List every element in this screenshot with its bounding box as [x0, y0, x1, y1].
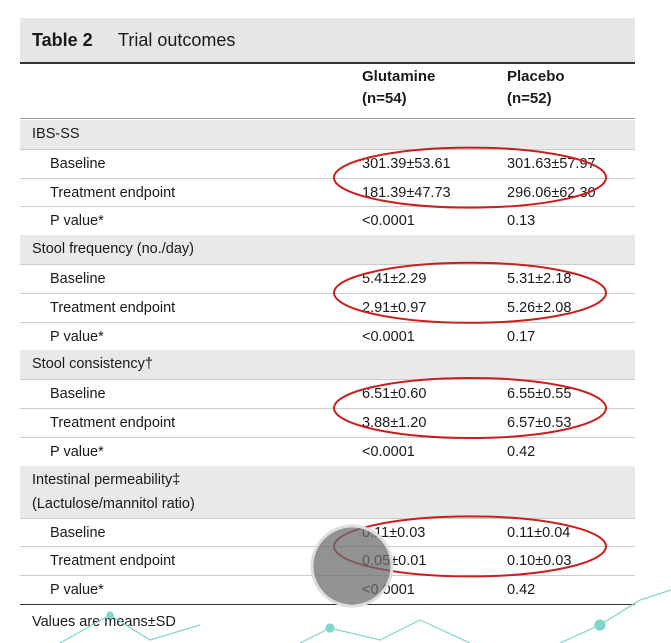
column-header: Placebo: [507, 68, 565, 85]
row-rule: [20, 379, 635, 381]
row-label: Treatment endpoint: [50, 299, 176, 316]
network-line: [559, 589, 671, 643]
highlight-ellipse: [333, 146, 607, 209]
data-cell: 0.42: [507, 443, 536, 460]
section-title: (Lactulose/mannitol ratio): [32, 495, 195, 512]
section-row: [20, 465, 635, 518]
row-label: P value*: [50, 582, 104, 599]
column-n: (n=54): [362, 90, 407, 107]
decoration: [59, 589, 671, 643]
table-label: Table 2: [32, 30, 93, 50]
section-row: [20, 120, 635, 149]
data-cell: 5.31±2.18: [507, 271, 572, 287]
data-cell: 0.10±0.03: [507, 553, 572, 570]
section-title: Stool consistency†: [32, 356, 153, 373]
footnote: Values are means±SD: [32, 614, 176, 630]
row-rule: [20, 148, 635, 150]
data-cell: 301.63±57.97: [507, 155, 596, 172]
data-cell: 0.13: [507, 213, 536, 230]
bottom-rule: [20, 604, 635, 605]
section-row: [20, 235, 635, 264]
data-cell: 0.11±0.04: [507, 524, 571, 541]
highlight-ellipse: [333, 377, 607, 439]
row-label: P value*: [50, 328, 104, 345]
network-node: [325, 623, 335, 633]
data-cell: 0.17: [507, 328, 536, 345]
header-rule: [20, 118, 635, 119]
data-cell: 181.39±47.73: [362, 184, 451, 201]
row-rule: [20, 436, 635, 438]
row-rule: [20, 321, 635, 323]
section-title: Stool frequency (no./day): [32, 241, 195, 258]
table-title: Trial outcomes: [118, 30, 236, 50]
row-rule: [20, 408, 635, 409]
column-header: Glutamine: [362, 68, 436, 85]
data-cell: 5.26±2.08: [507, 299, 572, 316]
data-cell: 301.39±53.61: [362, 155, 451, 172]
network-node: [106, 611, 114, 619]
section-row: [20, 350, 635, 380]
row-label: Treatment endpoint: [50, 184, 176, 201]
row-label: P value*: [50, 443, 104, 460]
data-cell: 3.88±1.20: [362, 415, 427, 431]
title-bar: Table 2 Trial outcomes: [20, 18, 635, 64]
section-title: IBS-SS: [32, 126, 80, 142]
row-label: Baseline: [50, 155, 106, 172]
network-line: [59, 614, 201, 643]
data-cell: 0.42: [507, 582, 536, 599]
row-rule: [20, 264, 635, 265]
row-label: Treatment endpoint: [50, 553, 176, 570]
row-label: Baseline: [50, 271, 106, 287]
highlight-ellipse: [333, 261, 607, 324]
row-rule: [20, 517, 635, 519]
network-node: [594, 619, 606, 631]
row-label: P value*: [50, 213, 104, 230]
data-cell: <0.0001: [362, 213, 415, 230]
row-label: Baseline: [50, 524, 106, 541]
data-cell: 6.51±0.60: [362, 386, 427, 403]
touch-indicator: [310, 524, 394, 608]
data-cell: 2.91±0.97: [362, 299, 427, 316]
row-label: Treatment endpoint: [50, 415, 176, 431]
row-rule: [20, 177, 635, 179]
data-cell: 6.57±0.53: [507, 415, 572, 431]
network-line: [299, 619, 471, 643]
data-cell: 5.41±2.29: [362, 271, 427, 287]
column-n: (n=52): [507, 90, 552, 107]
data-cell: <0.0001: [362, 443, 415, 460]
section-title: Intestinal permeability‡: [32, 471, 181, 488]
data-cell: 6.55±0.55: [507, 386, 572, 403]
row-rule: [20, 292, 635, 294]
row-label: Baseline: [50, 386, 106, 403]
data-cell: <0.0001: [362, 328, 415, 345]
row-rule: [20, 206, 635, 208]
